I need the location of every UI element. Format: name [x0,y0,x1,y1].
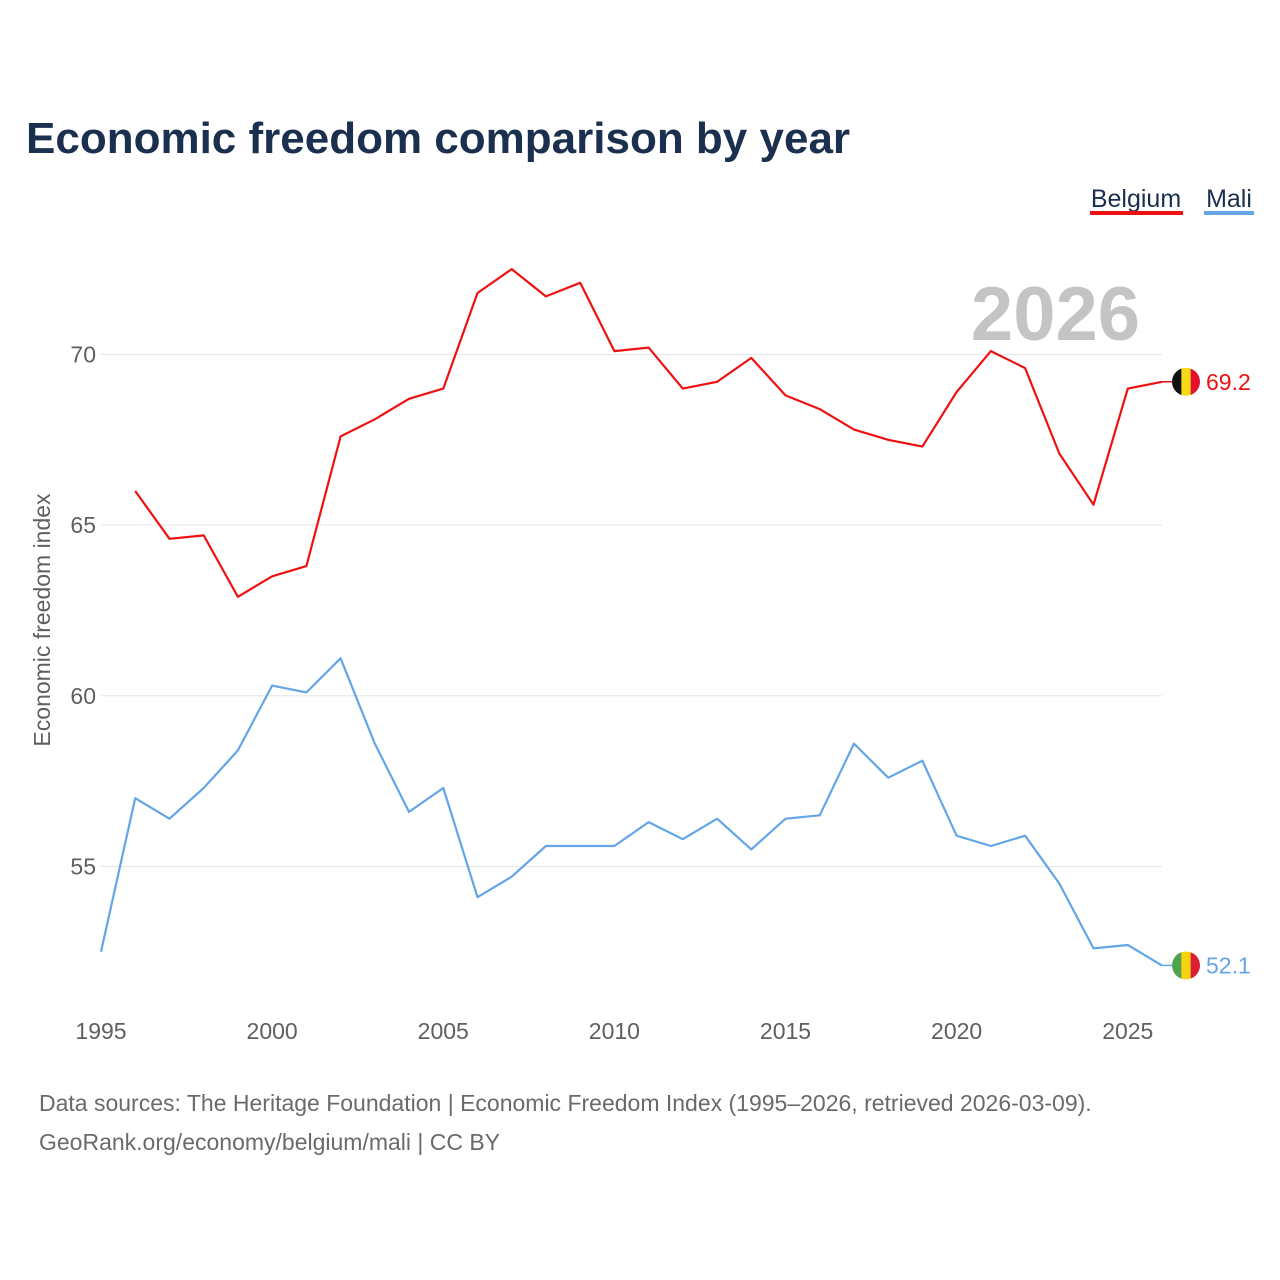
year-watermark: 2026 [971,272,1140,357]
x-tick-label: 2010 [589,1018,640,1044]
series-line-belgium [134,268,1163,598]
end-marker-belgium: 69.2 [1162,367,1251,396]
legend-swatch-belgium [1090,211,1183,215]
footer-source: Data sources: The Heritage Foundation | … [39,1090,1092,1116]
y-axis-ticks: 55 60 65 70 [70,341,96,879]
end-marker-mali: 52.1 [1162,951,1251,980]
legend-swatch-mali [1204,211,1254,215]
x-tick-label: 1995 [75,1018,126,1044]
mali-flag-stripe [1172,951,1182,980]
footer-license: GeoRank.org/economy/belgium/mali | CC BY [39,1129,500,1155]
mali-flag-icon [1172,951,1200,980]
y-tick-label: 55 [70,853,96,879]
x-tick-label: 2015 [760,1018,811,1044]
series-lines [99,268,1163,967]
belgium-flag-icon [1172,367,1200,396]
y-tick-label: 70 [70,341,96,367]
y-tick-label: 60 [70,683,96,709]
gridlines [101,353,1162,867]
legend: Belgium Mali [1090,185,1254,215]
legend-item-belgium[interactable]: Belgium [1091,185,1181,213]
x-tick-label: 2020 [931,1018,982,1044]
belgium-end-value: 69.2 [1206,369,1251,395]
belgium-flag-stripe [1172,367,1182,396]
x-tick-label: 2005 [418,1018,469,1044]
mali-flag-stripe [1190,951,1200,980]
belgium-flag-stripe [1181,367,1192,396]
chart-title: Economic freedom comparison by year [26,114,850,163]
legend-item-mali[interactable]: Mali [1206,185,1252,213]
y-tick-label: 65 [70,512,96,538]
x-axis-ticks: 1995 2000 2005 2010 2015 2020 2025 [75,1018,1153,1044]
x-tick-label: 2025 [1102,1018,1153,1044]
mali-end-value: 52.1 [1206,952,1251,978]
series-line-mali [99,657,1163,967]
x-tick-label: 2000 [247,1018,298,1044]
mali-flag-stripe [1181,951,1192,980]
belgium-flag-stripe [1190,367,1200,396]
y-axis-title: Economic freedom index [29,493,55,747]
